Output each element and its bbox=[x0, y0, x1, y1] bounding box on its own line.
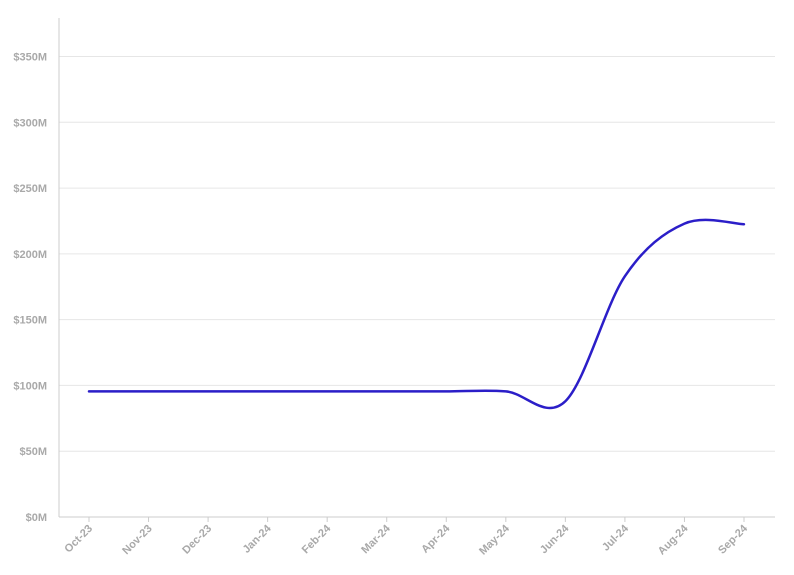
y-tick-label: $300M bbox=[13, 117, 47, 129]
y-tick-label: $50M bbox=[19, 446, 47, 458]
x-tick-label: Apr-24 bbox=[419, 522, 453, 556]
grid-lines bbox=[59, 56, 775, 452]
x-tick-label: Nov-23 bbox=[120, 523, 154, 557]
axes bbox=[58, 18, 775, 518]
x-tick-label: Sep-24 bbox=[716, 522, 751, 557]
y-tick-labels: $0M $50M $100M $150M $200M $250M $300M $350M bbox=[13, 52, 47, 525]
y-tick-label: $350M bbox=[13, 52, 47, 64]
x-tick-label: Mar-24 bbox=[359, 522, 393, 556]
y-tick-label: $150M bbox=[13, 315, 47, 327]
y-tick-label: $200M bbox=[13, 249, 47, 261]
series bbox=[87, 218, 746, 410]
y-tick-label: $0M bbox=[26, 512, 47, 524]
x-tick-labels: Oct-23 Nov-23 Dec-23 Jan-24 Feb-24 Mar-24 Apr-… bbox=[62, 517, 751, 557]
y-tick-label: $250M bbox=[13, 183, 47, 195]
x-tick-label: Feb-24 bbox=[300, 522, 334, 556]
x-tick-label: Aug-24 bbox=[656, 522, 691, 557]
x-tick-label: May-24 bbox=[477, 522, 512, 557]
x-tick-label: Oct-23 bbox=[62, 523, 95, 556]
series-line bbox=[87, 218, 746, 410]
x-tick-label: Jun-24 bbox=[538, 522, 572, 556]
x-tick-label: Jan-24 bbox=[241, 522, 275, 556]
x-tick-label: Dec-23 bbox=[180, 523, 214, 557]
y-tick-label: $100M bbox=[13, 380, 47, 392]
x-tick-label: Jul-24 bbox=[600, 522, 632, 554]
